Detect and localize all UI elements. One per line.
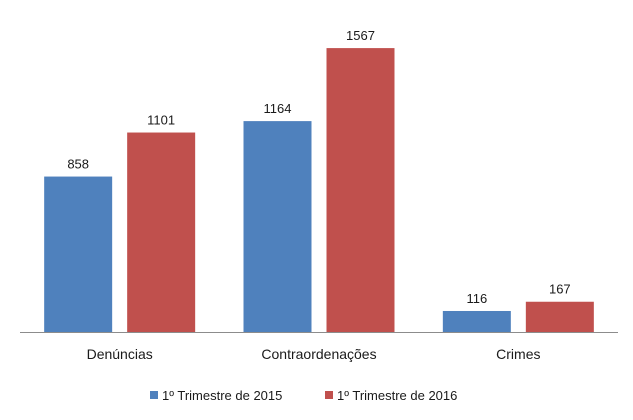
category-labels-group: Denúncias Contraordenações Crimes [87, 346, 541, 362]
legend-label: 1º Trimestre de 2016 [337, 388, 457, 403]
bar [326, 48, 395, 333]
bar [243, 121, 312, 332]
bar [44, 176, 113, 332]
bar [525, 301, 594, 332]
bar [127, 132, 196, 332]
legend-swatch [150, 391, 158, 399]
bars-group [44, 48, 594, 333]
legend-label: 1º Trimestre de 2015 [162, 388, 282, 403]
value-label: 116 [466, 291, 487, 306]
bar [442, 310, 511, 332]
category-label: Contraordenações [261, 346, 376, 362]
category-label: Denúncias [87, 346, 153, 362]
value-label: 1164 [264, 101, 292, 116]
value-label: 1567 [346, 28, 375, 43]
legend: 1º Trimestre de 2015 1º Trimestre de 2016 [150, 388, 457, 403]
value-labels-group: 858 1101 1164 1567 116 167 [67, 28, 570, 306]
value-label: 858 [67, 157, 89, 172]
category-label: Crimes [496, 346, 540, 362]
value-label: 167 [549, 282, 571, 297]
legend-swatch [325, 391, 333, 399]
value-label: 1101 [147, 113, 175, 128]
